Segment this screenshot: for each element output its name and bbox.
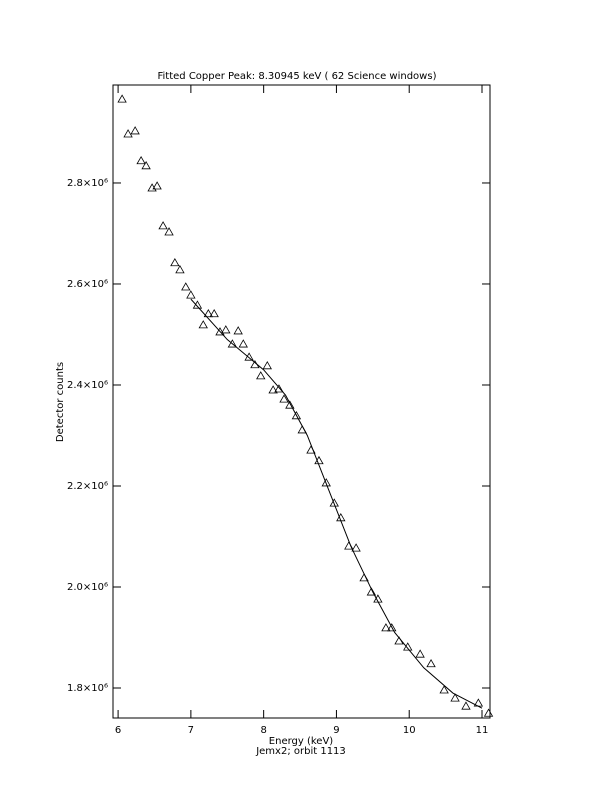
data-point bbox=[221, 325, 231, 334]
data-point bbox=[170, 257, 180, 267]
data-point bbox=[152, 181, 162, 190]
y-tick-label: 1.8×10⁶ bbox=[67, 683, 108, 694]
data-point bbox=[351, 543, 361, 552]
data-point bbox=[256, 371, 266, 380]
data-point bbox=[209, 308, 219, 318]
x-tick-label: 11 bbox=[476, 725, 489, 736]
data-point bbox=[279, 394, 289, 403]
data-point bbox=[268, 385, 278, 394]
data-point bbox=[186, 290, 196, 299]
data-point bbox=[117, 94, 127, 103]
data-point bbox=[381, 623, 391, 632]
plot-frame bbox=[112, 84, 491, 719]
data-point bbox=[238, 339, 248, 348]
data-point bbox=[450, 693, 460, 702]
data-point bbox=[461, 701, 471, 710]
data-point bbox=[215, 327, 225, 336]
x-tick-label: 8 bbox=[260, 725, 266, 736]
data-point bbox=[244, 352, 254, 361]
data-point bbox=[123, 129, 133, 138]
x-axis-label: Energy (keV) bbox=[269, 736, 334, 747]
data-point bbox=[198, 320, 208, 329]
data-point bbox=[415, 649, 425, 658]
x-tick-label: 9 bbox=[333, 725, 339, 736]
data-point bbox=[130, 126, 140, 135]
y-axis-label: Detector counts bbox=[55, 362, 66, 442]
data-point bbox=[158, 221, 168, 230]
fit-line bbox=[190, 298, 483, 709]
data-point bbox=[262, 360, 272, 370]
data-point bbox=[141, 160, 151, 170]
data-point bbox=[181, 282, 191, 291]
data-point bbox=[233, 326, 243, 335]
data-point bbox=[285, 400, 295, 409]
y-tick-label: 2.6×10⁶ bbox=[67, 279, 108, 290]
data-point bbox=[175, 265, 185, 274]
data-point bbox=[203, 308, 214, 318]
data-point bbox=[227, 339, 238, 348]
data-point bbox=[387, 623, 397, 632]
data-point bbox=[439, 685, 449, 694]
data-point bbox=[426, 658, 436, 668]
data-point bbox=[483, 708, 494, 717]
data-point bbox=[164, 227, 174, 236]
data-point bbox=[274, 384, 284, 393]
data-point bbox=[291, 410, 302, 420]
data-point bbox=[366, 587, 377, 596]
x-tick-label: 10 bbox=[403, 725, 416, 736]
y-tick-label: 2.4×10⁶ bbox=[67, 380, 108, 391]
data-point bbox=[136, 155, 146, 165]
data-point bbox=[321, 478, 331, 487]
subtitle: Jemx2; orbit 1113 bbox=[255, 746, 346, 757]
y-tick-label: 2.2×10⁶ bbox=[67, 481, 108, 492]
y-tick-label: 2.0×10⁶ bbox=[67, 582, 108, 593]
data-point bbox=[147, 183, 157, 192]
data-point bbox=[329, 498, 339, 507]
y-tick-label: 2.8×10⁶ bbox=[67, 178, 108, 189]
chart-title: Fitted Copper Peak: 8.30945 keV ( 62 Sci… bbox=[158, 71, 437, 82]
x-tick-label: 6 bbox=[115, 725, 121, 736]
x-tick-label: 7 bbox=[188, 725, 194, 736]
